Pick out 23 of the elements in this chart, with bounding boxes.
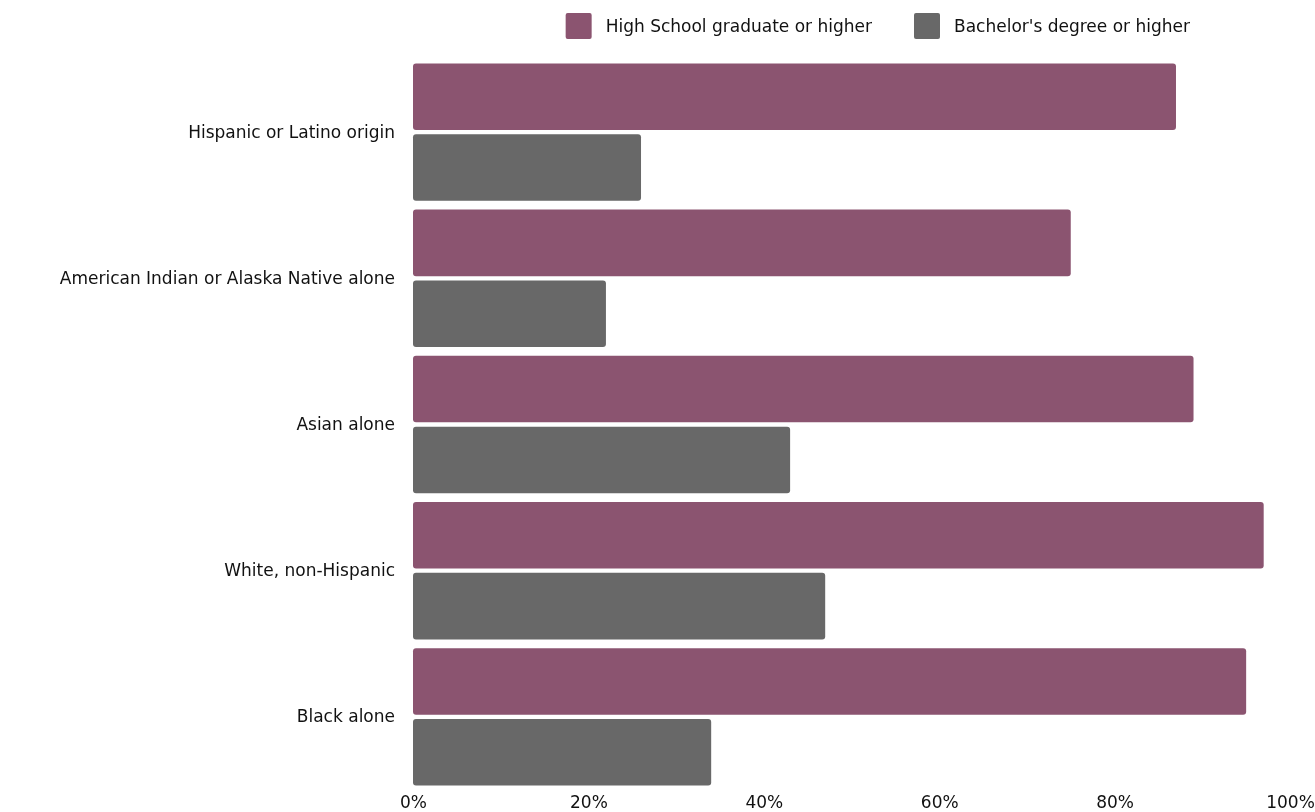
- bar: [413, 134, 642, 201]
- y-tick-label: Black alone: [296, 706, 395, 727]
- x-tick-label: 20%: [570, 792, 608, 812]
- bar: [413, 280, 606, 348]
- x-tick-label: 100%: [1266, 792, 1315, 812]
- bar: [413, 63, 1176, 130]
- x-tick-label: 60%: [920, 792, 959, 812]
- bar: [413, 572, 826, 640]
- x-tick-label: 0%: [400, 792, 427, 812]
- legend-label: Bachelor's degree or higher: [954, 16, 1190, 36]
- bar: [413, 209, 1071, 277]
- y-tick-label: White, non-Hispanic: [224, 560, 395, 581]
- x-tick-label: 40%: [745, 792, 784, 812]
- y-tick-label: Asian alone: [296, 413, 395, 434]
- y-tick-label: Hispanic or Latino origin: [188, 121, 395, 142]
- x-tick-label: 80%: [1096, 792, 1134, 812]
- bar: [413, 719, 712, 786]
- bar: [413, 648, 1247, 715]
- legend-label: High School graduate or higher: [605, 16, 872, 36]
- bar: [413, 501, 1264, 569]
- y-tick-label: American Indian or Alaska Native alone: [59, 267, 395, 288]
- bar: [413, 355, 1194, 423]
- bar: [413, 426, 791, 494]
